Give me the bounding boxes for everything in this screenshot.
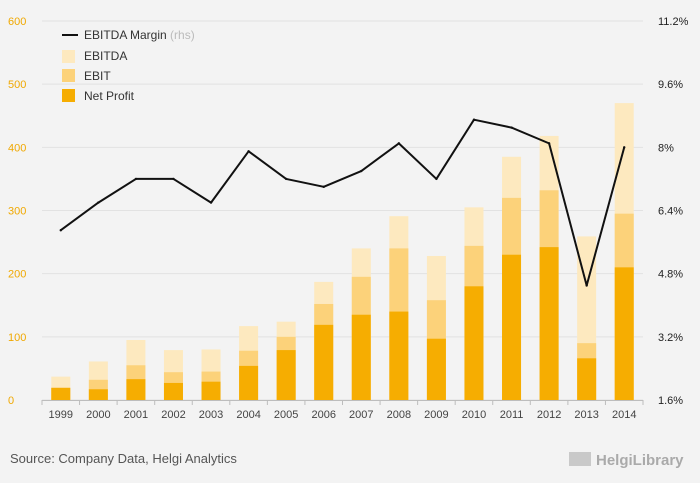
x-tick-label: 2001 bbox=[124, 409, 148, 421]
legend-line-label: EBITDA Margin (rhs) bbox=[84, 28, 195, 42]
x-tick-label: 2011 bbox=[500, 409, 524, 421]
y-tick-left: 500 bbox=[8, 79, 26, 91]
x-tick-label: 2003 bbox=[199, 409, 223, 421]
y-tick-left: 100 bbox=[8, 332, 26, 344]
y-tick-right: 8% bbox=[658, 142, 674, 154]
x-tick-label: 2010 bbox=[462, 409, 486, 421]
y-tick-right: 6.4% bbox=[658, 206, 683, 218]
bar-net-profit bbox=[539, 247, 559, 400]
bar-net-profit bbox=[502, 254, 522, 400]
bar-net-profit bbox=[426, 338, 446, 400]
legend-net-label: Net Profit bbox=[84, 89, 135, 103]
bar-net-profit bbox=[201, 381, 221, 400]
ebitda-margin-point bbox=[322, 185, 325, 189]
y-tick-right: 9.6% bbox=[658, 79, 683, 91]
x-tick-label: 2013 bbox=[574, 409, 598, 421]
legend-ebit-swatch bbox=[62, 69, 75, 82]
bar-net-profit bbox=[88, 389, 108, 400]
legend-ebitda-swatch bbox=[62, 50, 75, 63]
ebitda-margin-point bbox=[97, 201, 100, 204]
ebitda-margin-point bbox=[547, 142, 551, 145]
legend-line-name: EBITDA Margin bbox=[84, 28, 167, 42]
x-axis: 1999 2000 2001 2002 2003 2004 2005 2006 2007 2008… bbox=[41, 400, 644, 421]
ebitda-margin-line bbox=[60, 118, 626, 287]
ebitda-margin-point bbox=[360, 169, 363, 173]
y-tick-left: 0 bbox=[8, 395, 14, 407]
x-tick-label: 2012 bbox=[537, 409, 561, 421]
margin-line bbox=[59, 118, 626, 287]
ebitda-margin-point bbox=[59, 229, 62, 232]
ebitda-margin-point bbox=[397, 142, 401, 145]
x-tick-label: 2006 bbox=[311, 409, 335, 421]
gridlines bbox=[42, 20, 643, 401]
logo-icon bbox=[569, 452, 591, 466]
bar-net-profit bbox=[314, 324, 334, 400]
y-tick-left: 200 bbox=[8, 269, 26, 281]
bar-net-profit bbox=[577, 358, 597, 400]
x-tick-label: 2005 bbox=[274, 409, 298, 421]
x-tick-label: 2002 bbox=[161, 409, 185, 421]
ebitda-margin-point bbox=[209, 201, 213, 204]
x-tick-label: 2014 bbox=[612, 409, 636, 421]
y-axis-right: 1.6% 3.2% 4.8% 6.4% 8% 9.6% 11.2% bbox=[658, 16, 689, 407]
bar-net-profit bbox=[126, 379, 146, 400]
y-tick-left: 600 bbox=[8, 16, 26, 28]
y-tick-right: 3.2% bbox=[658, 332, 683, 344]
y-tick-right: 11.2% bbox=[658, 16, 689, 28]
legend-ebit-label: EBIT bbox=[84, 69, 111, 83]
bar-net-profit bbox=[614, 267, 634, 400]
x-tick-label: 2004 bbox=[236, 409, 260, 421]
legend-net-swatch bbox=[62, 89, 75, 102]
ebitda-margin-point bbox=[172, 177, 175, 181]
legend: EBITDA Margin (rhs) EBITDA EBIT Net Prof… bbox=[62, 28, 195, 103]
y-tick-right: 4.8% bbox=[658, 269, 683, 281]
ebitda-margin-point bbox=[510, 126, 513, 129]
bar-net-profit bbox=[276, 350, 296, 400]
y-tick-left: 300 bbox=[8, 206, 26, 218]
x-tick-label: 1999 bbox=[49, 409, 73, 421]
bar-net-profit bbox=[239, 365, 259, 400]
bar-net-profit bbox=[464, 286, 484, 400]
y-tick-left: 400 bbox=[8, 142, 26, 154]
bars bbox=[51, 103, 634, 401]
ebitda-margin-point bbox=[134, 177, 138, 181]
x-tick-label: 2009 bbox=[424, 409, 448, 421]
ebitda-margin-point bbox=[247, 150, 250, 153]
bar-net-profit bbox=[163, 382, 183, 400]
brand-text: HelgiLibrary bbox=[596, 452, 684, 469]
source-text: Source: Company Data, Helgi Analytics bbox=[10, 451, 237, 466]
x-tick-label: 2007 bbox=[349, 409, 373, 421]
y-tick-right: 1.6% bbox=[658, 395, 683, 407]
bar-net-profit bbox=[389, 311, 409, 400]
ebitda-margin-point bbox=[585, 284, 588, 287]
legend-ebitda-label: EBITDA bbox=[84, 49, 127, 63]
helgi-logo: HelgiLibrary bbox=[569, 452, 684, 469]
bar-net-profit bbox=[351, 314, 371, 400]
ebitda-margin-point bbox=[623, 146, 626, 149]
y-axis-left: 0 100 200 300 400 500 600 bbox=[8, 16, 26, 407]
ebitda-margin-point bbox=[435, 177, 438, 181]
x-tick-label: 2000 bbox=[86, 409, 110, 421]
x-tick-label: 2008 bbox=[387, 409, 411, 421]
ebitda-margin-point bbox=[284, 177, 288, 181]
bar-net-profit bbox=[51, 387, 71, 400]
legend-line-suffix: (rhs) bbox=[170, 28, 195, 42]
ebitda-margin-point bbox=[472, 118, 476, 121]
